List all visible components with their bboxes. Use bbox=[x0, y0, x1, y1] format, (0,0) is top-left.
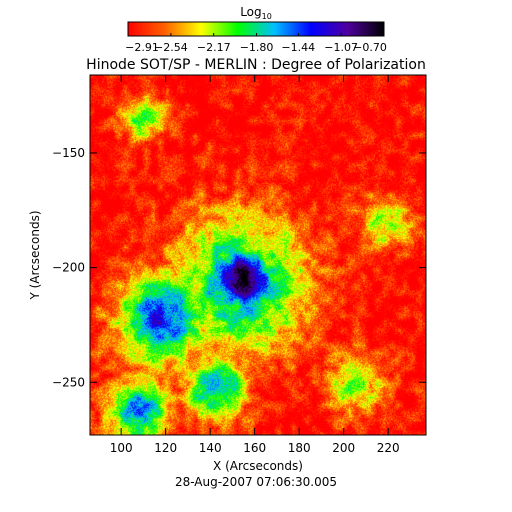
colorbar-ticks: −2.91−2.54 −2.17 −1.80 −1.44 −1.07−0.70 bbox=[125, 33, 387, 54]
y-tick-label: −150 bbox=[52, 146, 85, 160]
y-tick-label: −250 bbox=[52, 375, 85, 389]
y-axis-label: Y (Arcseconds) bbox=[28, 210, 42, 300]
colorbar-title-subscript: 10 bbox=[262, 12, 272, 21]
colorbar-tick-label: −0.70 bbox=[353, 41, 387, 54]
colorbar-tick-label: −1.07 bbox=[324, 41, 358, 54]
colorbar-gradient bbox=[127, 21, 385, 37]
colorbar: Log10 −2.91−2.54 −2.17 −1.80 −1.44 −1.07−0.7… bbox=[125, 5, 387, 54]
colorbar-tick-label: −1.44 bbox=[281, 41, 315, 54]
x-tick-label: 160 bbox=[243, 441, 266, 455]
chart-title: Hinode SOT/SP - MERLIN : Degree of Polar… bbox=[86, 57, 426, 73]
x-tick-label: 140 bbox=[199, 441, 222, 455]
plot-frame bbox=[89, 74, 427, 436]
colorbar-tick-label: −2.17 bbox=[197, 41, 231, 54]
y-tick-label: −200 bbox=[52, 261, 85, 275]
plot-area: 100 120 140 160 180 200 220 −150 −200 −250 bbox=[52, 74, 427, 455]
x-tick-label: 200 bbox=[332, 441, 355, 455]
x-axis-label: X (Arcseconds) bbox=[213, 459, 303, 473]
colorbar-tick-label: −2.91 bbox=[125, 41, 159, 54]
x-tick-label: 120 bbox=[154, 441, 177, 455]
x-tick-label: 100 bbox=[110, 441, 133, 455]
axis-ticks: 100 120 140 160 180 200 220 −150 −200 −250 bbox=[52, 75, 426, 455]
colorbar-tick-label: −1.80 bbox=[240, 41, 274, 54]
observation-timestamp: 28-Aug-2007 07:06:30.005 bbox=[175, 475, 337, 489]
colorbar-title: Log10 bbox=[240, 5, 272, 21]
polarization-heatmap bbox=[90, 75, 426, 435]
colorbar-tick-label: −2.54 bbox=[154, 41, 188, 54]
x-tick-label: 180 bbox=[288, 441, 311, 455]
x-tick-label: 220 bbox=[377, 441, 400, 455]
